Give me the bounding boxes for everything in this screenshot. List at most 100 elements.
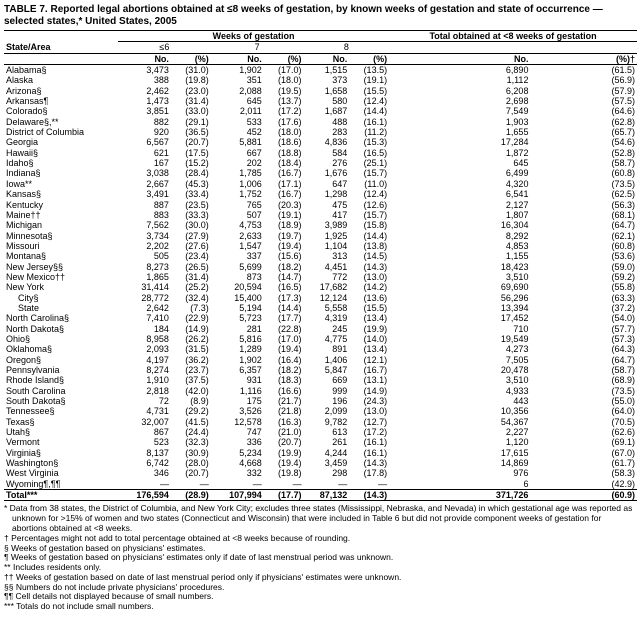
data-cell: (31.5) [171, 344, 211, 354]
state-cell: District of Columbia [4, 127, 118, 137]
data-cell: 488 [304, 117, 350, 127]
state-cell: Vermont [4, 437, 118, 447]
data-cell: (19.4) [264, 344, 304, 354]
data-cell: 1,807 [389, 210, 530, 220]
data-cell: 20,594 [211, 282, 264, 292]
data-cell: 891 [304, 344, 350, 354]
data-cell: 873 [211, 272, 264, 282]
table-row: Kentucky887(23.5)765(20.3)475(12.6)2,127… [4, 200, 637, 210]
table-row: Virginia§8,137(30.9)5,234(19.9)4,244(16.… [4, 448, 637, 458]
data-cell: (36.2) [171, 355, 211, 365]
data-cell: (42.9) [530, 479, 637, 490]
data-cell: (13.8) [349, 241, 389, 251]
data-cell: (8.9) [171, 396, 211, 406]
total-row: Total*** 176,594 (28.9) 107,994 (17.7) 8… [4, 490, 637, 501]
data-cell: (22.8) [264, 324, 304, 334]
data-cell: (12.6) [349, 200, 389, 210]
state-cell: South Dakota§ [4, 396, 118, 406]
data-cell: 4,319 [304, 313, 350, 323]
data-cell: (33.3) [171, 210, 211, 220]
data-cell: 2,462 [118, 86, 171, 96]
data-cell: (15.5) [349, 303, 389, 313]
data-cell: 6 [389, 479, 530, 490]
data-cell: 667 [211, 148, 264, 158]
data-cell: (14.9) [349, 386, 389, 396]
data-cell: (73.5) [530, 179, 637, 189]
data-cell: 765 [211, 200, 264, 210]
data-cell: (58.7) [530, 365, 637, 375]
data-cell: 2,667 [118, 179, 171, 189]
data-cell: 9,782 [304, 417, 350, 427]
state-cell: Colorado§ [4, 106, 118, 116]
data-cell: 4,933 [389, 386, 530, 396]
state-cell: Hawaii§ [4, 148, 118, 158]
data-cell: (12.4) [349, 189, 389, 199]
table-row: Colorado§3,851(33.0)2,011(17.2)1,687(14.… [4, 106, 637, 116]
data-cell: 1,406 [304, 355, 350, 365]
table-row: Georgia6,567(20.7)5,881(18.6)4,836(15.3)… [4, 137, 637, 147]
state-cell: City§ [4, 293, 118, 303]
state-cell: North Carolina§ [4, 313, 118, 323]
table-row: State2,642(7.3)5,194(14.4)5,558(15.5)13,… [4, 303, 637, 313]
table-row: North Carolina§7,410(22.9)5,723(17.7)4,3… [4, 313, 637, 323]
table-row: Iowa**2,667(45.3)1,006(17.1)647(11.0)4,3… [4, 179, 637, 189]
table-row: Indiana§3,038(28.4)1,785(16.7)1,676(15.7… [4, 168, 637, 178]
data-cell: (55.0) [530, 396, 637, 406]
data-cell: (37.2) [530, 303, 637, 313]
state-cell: Minnesota§ [4, 231, 118, 241]
data-cell: (57.7) [530, 324, 637, 334]
data-cell: (19.7) [264, 231, 304, 241]
data-cell: (17.8) [349, 468, 389, 478]
total-v2: 107,994 [211, 490, 264, 501]
data-cell: (62.8) [530, 117, 637, 127]
data-cell: 8,274 [118, 365, 171, 375]
data-cell: 6,742 [118, 458, 171, 468]
data-cell: 747 [211, 427, 264, 437]
data-cell: (31.4) [171, 272, 211, 282]
data-cell: 584 [304, 148, 350, 158]
data-cell: (24.3) [349, 396, 389, 406]
data-cell: (63.3) [530, 293, 637, 303]
data-cell: (14.3) [349, 458, 389, 468]
data-cell: 2,642 [118, 303, 171, 313]
data-cell: (61.5) [530, 65, 637, 76]
data-cell: (17.0) [264, 65, 304, 76]
data-cell: 4,273 [389, 344, 530, 354]
state-cell: Indiana§ [4, 168, 118, 178]
data-cell: (69.1) [530, 437, 637, 447]
data-cell: (42.0) [171, 386, 211, 396]
data-cell: 1,865 [118, 272, 171, 282]
data-cell: (58.3) [530, 468, 637, 478]
data-cell: 54,367 [389, 417, 530, 427]
data-cell: (19.8) [264, 468, 304, 478]
data-cell: 523 [118, 437, 171, 447]
data-cell: 8,137 [118, 448, 171, 458]
data-cell: (23.5) [171, 200, 211, 210]
table-row: Missouri2,202(27.6)1,547(19.4)1,104(13.8… [4, 241, 637, 251]
data-cell: (7.3) [171, 303, 211, 313]
total-v7: (60.9) [530, 490, 637, 501]
data-cell: 313 [304, 251, 350, 261]
state-cell: Kentucky [4, 200, 118, 210]
data-cell: 28,772 [118, 293, 171, 303]
data-cell: (33.4) [171, 189, 211, 199]
table-row: North Dakota§184(14.9)281(22.8)245(19.9)… [4, 324, 637, 334]
data-cell: 8,958 [118, 334, 171, 344]
table-title: TABLE 7. Reported legal abortions obtain… [4, 4, 637, 28]
data-cell: (26.2) [171, 334, 211, 344]
data-cell: 12,578 [211, 417, 264, 427]
data-cell: (15.5) [349, 86, 389, 96]
state-cell: New Jersey§§ [4, 262, 118, 272]
data-cell: 4,451 [304, 262, 350, 272]
data-cell: 6,357 [211, 365, 264, 375]
table-row: District of Columbia920(36.5)452(18.0)28… [4, 127, 637, 137]
data-cell: (59.2) [530, 272, 637, 282]
table-row: Montana§505(23.4)337(15.6)313(14.5)1,155… [4, 251, 637, 261]
data-cell: (33.0) [171, 106, 211, 116]
state-cell: Arizona§ [4, 86, 118, 96]
state-cell: Michigan [4, 220, 118, 230]
data-cell: (56.9) [530, 75, 637, 85]
data-cell: (14.0) [349, 334, 389, 344]
data-cell: 5,881 [211, 137, 264, 147]
data-cell: (13.0) [349, 272, 389, 282]
